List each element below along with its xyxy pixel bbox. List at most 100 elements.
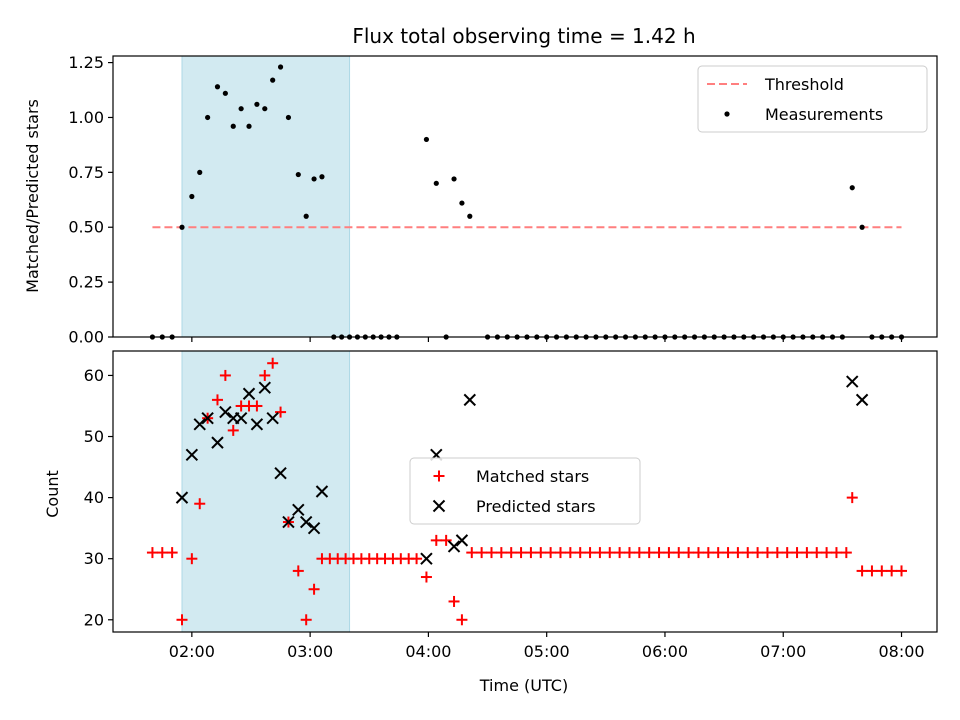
predicted-star-marker	[258, 381, 271, 394]
matched-star-marker	[166, 547, 178, 559]
matched-star-marker	[430, 534, 442, 546]
matched-star-marker	[515, 547, 527, 559]
matched-star-marker	[840, 547, 852, 559]
matched-star-marker	[830, 547, 842, 559]
matched-star-marker	[771, 547, 783, 559]
matched-star-marker	[525, 547, 537, 559]
matched-star-marker	[633, 547, 645, 559]
measurement-point	[459, 200, 465, 206]
highlight-span-rect	[181, 350, 351, 633]
matched-star-marker	[712, 547, 724, 559]
predicted-star-marker	[846, 375, 859, 388]
measurement-point	[179, 224, 185, 230]
measurement-point	[246, 123, 252, 129]
measurement-point	[277, 64, 284, 70]
predicted-star-marker	[250, 418, 264, 431]
matched-star-marker	[886, 565, 898, 577]
matched-star-marker	[683, 547, 695, 559]
matched-star-marker	[146, 547, 158, 559]
measurement-point	[467, 213, 473, 219]
bottom-panel: 02:00 03:00 04:00 05:00 06:00 07:00 08:00 20 30 4…	[43, 350, 938, 695]
measurement-point	[311, 176, 317, 182]
matched-star-marker	[535, 547, 547, 559]
matched-star-marker	[300, 614, 312, 626]
measurement-point	[254, 101, 260, 107]
y-tick-label: 0.00	[68, 328, 104, 347]
predicted-star-marker	[175, 491, 189, 504]
y-tick-label: 0.50	[68, 218, 104, 237]
matched-star-marker	[752, 547, 764, 559]
predicted-star-marker	[201, 411, 214, 425]
measurement-point	[270, 77, 276, 83]
matched-star-marker	[440, 534, 452, 546]
matched-star-marker	[251, 400, 263, 412]
legend-threshold-label: Threshold	[764, 75, 844, 94]
x-tick-label: 08:00	[878, 642, 924, 661]
measurement-point	[214, 84, 221, 90]
legend-measurements-label: Measurements	[765, 105, 883, 124]
bottom-y-axis-label: Count	[43, 470, 62, 518]
axes-frame	[112, 55, 938, 338]
highlight-span-rect	[181, 55, 351, 338]
y-tick-label: 1.25	[68, 53, 104, 72]
y-tick-label: 0.25	[68, 273, 104, 292]
matched-star-marker	[866, 565, 878, 577]
predicted-star-marker	[234, 411, 248, 425]
measurement-point	[433, 180, 439, 186]
measurement-point	[295, 171, 301, 178]
matched-star-marker	[554, 547, 566, 559]
y-tick-label: 30	[84, 549, 104, 568]
predicted-star-marker	[242, 387, 256, 400]
matched-star-marker	[742, 547, 754, 559]
measurement-point	[285, 114, 292, 121]
matched-star-marker	[856, 565, 868, 577]
matched-star-marker	[156, 547, 168, 559]
measurement-point	[197, 169, 203, 175]
bottom-highlight-span	[181, 350, 351, 633]
x-tick-label: 04:00	[405, 642, 451, 661]
top-axes: 0.00 0.25 0.50 0.75 1.00 1.25	[68, 53, 938, 347]
predicted-star-marker	[463, 393, 477, 407]
legend-predicted-label: Predicted stars	[476, 497, 596, 516]
matched-star-marker	[811, 547, 823, 559]
y-tick-label: 60	[84, 366, 104, 385]
matched-star-marker	[495, 547, 507, 559]
matched-star-marker	[574, 547, 586, 559]
y-tick-label: 20	[84, 610, 104, 629]
matched-star-marker	[643, 547, 655, 559]
matched-star-marker	[604, 547, 616, 559]
y-tick-label: 0.75	[68, 163, 104, 182]
predicted-star-marker	[266, 411, 279, 425]
bottom-axes: 02:00 03:00 04:00 05:00 06:00 07:00 08:00 20 30 4…	[84, 350, 938, 661]
matched-star-marker	[821, 547, 833, 559]
matched-star-marker	[267, 357, 279, 369]
predicted-star-marker	[219, 405, 232, 419]
matched-star-marker	[722, 547, 734, 559]
matched-star-marker	[308, 583, 320, 595]
predicted-star-marker	[274, 466, 287, 480]
predicted-star-marker	[282, 515, 295, 529]
matched-star-marker	[505, 547, 517, 559]
matched-star-marker	[594, 547, 606, 559]
matched-star-marker	[420, 571, 432, 583]
legend-matched-label: Matched stars	[476, 467, 589, 486]
predicted-star-marker	[292, 503, 305, 517]
predicted-star-marker	[307, 521, 321, 535]
matched-star-marker	[761, 547, 773, 559]
matched-star-marker	[292, 565, 304, 577]
matched-star-marker	[259, 369, 271, 381]
predicted-star-marker	[315, 485, 329, 498]
x-tick-label: 02:00	[169, 642, 215, 661]
matched-star-marker	[476, 547, 488, 559]
matched-star-marker	[194, 498, 206, 510]
matched-star-marker	[702, 547, 714, 559]
predicted-star-marker	[455, 534, 469, 547]
matched-star-marker	[846, 492, 858, 504]
matched-star-marker	[663, 547, 675, 559]
matched-star-marker	[227, 424, 239, 436]
top-legend: Threshold Measurements	[697, 65, 928, 133]
matched-star-marker	[219, 369, 231, 381]
top-panel: 0.00 0.25 0.50 0.75 1.00 1.25 Flux total obse…	[23, 24, 938, 347]
predicted-star-marker	[185, 448, 199, 462]
